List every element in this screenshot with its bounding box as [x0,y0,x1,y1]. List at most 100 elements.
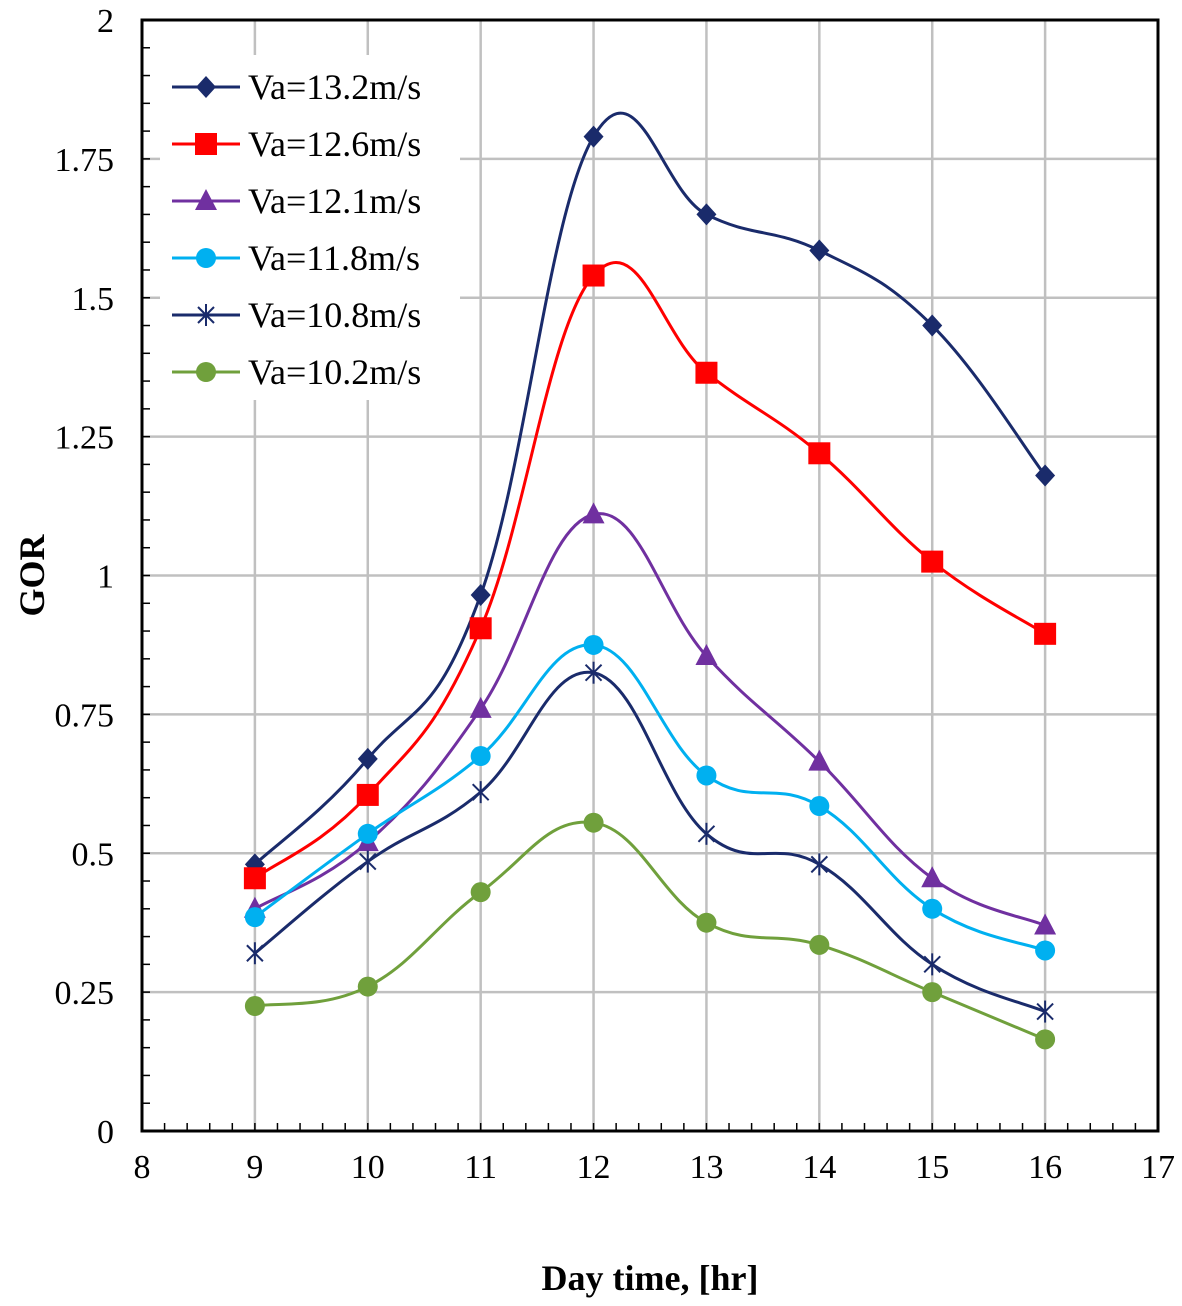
data-point [582,502,605,524]
data-point [357,823,378,844]
x-tick-label: 13 [689,1149,723,1186]
legend-item: Va=10.2m/s [172,352,421,392]
data-point [695,644,718,666]
legend-item: Va=10.8m/s [172,295,421,335]
legend: Va=13.2m/s Va=12.6m/s Va=12.1m/s Va=11.8m/s… [160,55,460,400]
data-point [469,696,492,718]
x-axis-tick-labels: 8 9 10 11 12 13 14 15 16 17 [134,1149,1176,1186]
x-tick-label: 11 [464,1149,497,1186]
data-point [809,934,830,955]
legend-item: Va=13.2m/s [172,67,421,107]
data-point [1035,1029,1056,1050]
series-line [253,111,1047,866]
y-tick-label: 1.75 [55,142,115,179]
data-point [1035,464,1056,487]
data-point [922,898,943,919]
legend-label: Va=10.8m/s [248,295,421,335]
legend-label: Va=10.2m/s [248,352,421,392]
data-point [584,661,603,684]
y-tick-label: 1 [97,559,114,596]
data-point [470,882,491,903]
y-tick-label: 0.5 [72,836,115,873]
y-axis-tick-labels: 0 0.25 0.5 0.75 1 1.25 1.5 1.75 2 [55,3,115,1151]
data-point [244,907,265,928]
data-point [246,942,264,965]
data-point [471,781,490,804]
data-point [697,822,716,845]
data-point [696,203,717,226]
legend-item: Va=12.6m/s [172,124,421,164]
data-point [810,853,829,876]
y-tick-label: 0 [97,1114,114,1151]
data-point [809,239,830,262]
legend-label: Va=13.2m/s [248,67,421,107]
series-line [253,260,1046,880]
data-point [922,982,943,1003]
series-5 [246,661,1054,1023]
data-point [1034,622,1057,645]
plot-area-frame [140,18,1160,1133]
y-tick-label: 1.25 [55,420,115,457]
legend-item: Va=12.1m/s [172,181,421,221]
legend-marker [196,248,216,268]
data-point [470,583,491,606]
y-tick-label: 2 [97,3,114,40]
series-2 [243,260,1057,890]
data-point [359,850,377,873]
data-point [470,746,491,767]
data-point [695,361,718,384]
y-axis-title: GOR [12,534,52,617]
y-tick-label: 0.75 [55,697,115,734]
data-point [356,783,379,806]
series-line [253,643,1046,952]
data-point [469,617,492,640]
legend-item: Va=11.8m/s [172,238,420,278]
legend-marker [196,76,216,98]
legend-marker [196,362,216,382]
legend-background [160,55,460,400]
data-point [808,749,831,771]
legend-label: Va=12.1m/s [248,181,421,221]
data-point [923,953,941,976]
data-point [809,796,830,817]
x-axis-title: Day time, [hr] [542,1258,759,1298]
legend-marker [195,189,217,210]
data-point [921,550,944,573]
x-tick-label: 17 [1141,1149,1175,1186]
gridlines [142,20,1158,1131]
data-point [922,314,943,337]
data-point [244,996,265,1017]
series-line [254,820,1046,1041]
data-point [243,867,266,890]
data-point [583,125,604,148]
legend-label: Va=11.8m/s [248,238,420,278]
data-point [357,976,378,997]
series-4 [244,634,1056,961]
data-point [696,765,717,786]
data-point [357,747,378,770]
x-tick-label: 15 [915,1149,949,1186]
legend-label: Va=12.6m/s [248,124,421,164]
legend-marker [197,304,215,326]
data-point [921,866,944,888]
series-layer [243,111,1057,1050]
y-tick-label: 0.25 [55,975,115,1012]
x-tick-label: 10 [351,1149,385,1186]
y-tick-label: 1.5 [72,281,115,318]
x-tick-label: 8 [134,1149,151,1186]
data-point [583,812,604,833]
data-point [696,912,717,933]
series-line [253,670,1046,1013]
data-point [808,442,831,465]
data-point [583,634,604,655]
x-tick-label: 12 [577,1149,611,1186]
x-tick-label: 16 [1028,1149,1062,1186]
data-point [1036,1000,1054,1023]
x-tick-label: 14 [802,1149,836,1186]
series-6 [244,812,1056,1050]
data-point [1035,940,1056,961]
x-tick-label: 9 [246,1149,263,1186]
legend-marker [195,133,217,155]
data-point [1034,913,1057,935]
